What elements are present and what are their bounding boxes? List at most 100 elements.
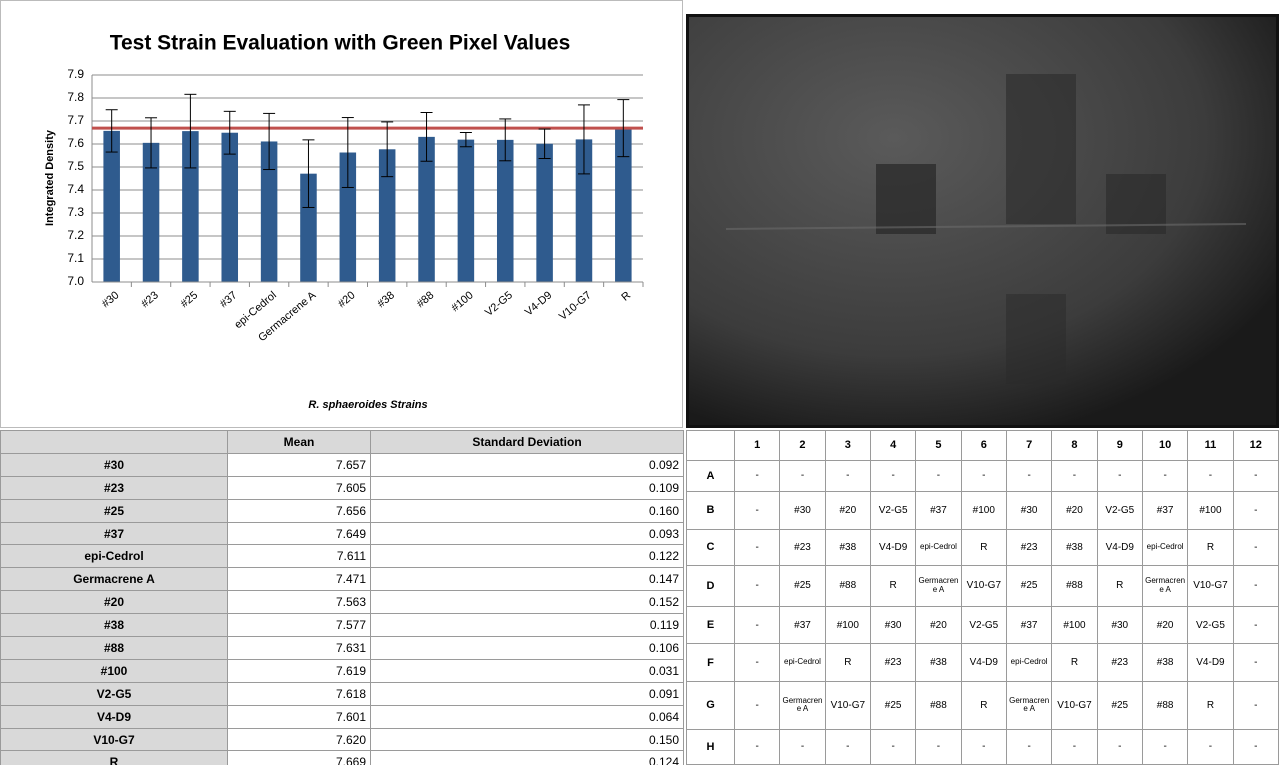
cell: - — [825, 729, 870, 764]
cell: V10-G7 — [825, 682, 870, 730]
cell: epi-Cedrol — [1006, 644, 1051, 682]
row-label: Germacrene A — [1, 568, 228, 591]
cell: - — [1233, 729, 1278, 764]
cell: 0.093 — [371, 522, 684, 545]
cell: 0.109 — [371, 476, 684, 499]
row-label: #23 — [1, 476, 228, 499]
row-label: epi-Cedrol — [1, 545, 228, 568]
cell: - — [735, 529, 780, 565]
table-row: #377.6490.093 — [1, 522, 684, 545]
cell: - — [1233, 682, 1278, 730]
cell: - — [870, 729, 915, 764]
table-row: E-#37#100#30#20V2-G5#37#100#30#20V2-G5- — [687, 606, 1279, 644]
cell: 0.124 — [371, 751, 684, 765]
cell: #20 — [825, 491, 870, 529]
cell: - — [735, 644, 780, 682]
column-header: 10 — [1142, 431, 1187, 461]
cell: 7.605 — [228, 476, 371, 499]
table-row: F-epi-CedrolR#23#38V4-D9epi-CedrolR#23#3… — [687, 644, 1279, 682]
cell: - — [1233, 461, 1278, 492]
row-label: F — [687, 644, 735, 682]
table-row: B-#30#20V2-G5#37#100#30#20V2-G5#37#100- — [687, 491, 1279, 529]
cell: 0.122 — [371, 545, 684, 568]
y-axis-title: Integrated Density — [44, 129, 56, 226]
table-row: #307.6570.092 — [1, 453, 684, 476]
cell: 0.119 — [371, 614, 684, 637]
table-row: V10-G77.6200.150 — [1, 728, 684, 751]
cell: #20 — [916, 606, 961, 644]
y-tick-label: 7.0 — [67, 274, 84, 288]
y-tick-label: 7.1 — [67, 251, 84, 265]
cell: - — [780, 729, 825, 764]
cell: - — [825, 461, 870, 492]
cell: - — [870, 461, 915, 492]
row-label: V4-D9 — [1, 705, 228, 728]
cell: - — [1233, 491, 1278, 529]
photo-spot — [1006, 294, 1066, 384]
cell: 0.150 — [371, 728, 684, 751]
cell: #23 — [1006, 529, 1051, 565]
cell: R — [1188, 682, 1233, 730]
cell: Germacrene A — [1006, 682, 1051, 730]
cell: 7.649 — [228, 522, 371, 545]
stats-table: MeanStandard Deviation #307.6570.092#237… — [0, 430, 684, 765]
cell: - — [735, 682, 780, 730]
cell: 7.601 — [228, 705, 371, 728]
cell: - — [1142, 461, 1187, 492]
cell: - — [1097, 729, 1142, 764]
column-header: Standard Deviation — [371, 431, 684, 454]
table-row: #387.5770.119 — [1, 614, 684, 637]
cell: V4-D9 — [1097, 529, 1142, 565]
cell: R — [1097, 565, 1142, 606]
table-row: R7.6690.124 — [1, 751, 684, 765]
y-tick-label: 7.7 — [67, 113, 84, 127]
y-tick-label: 7.9 — [67, 67, 84, 81]
cell: 7.563 — [228, 591, 371, 614]
cell: 0.152 — [371, 591, 684, 614]
cell: #100 — [961, 491, 1006, 529]
table-row: #257.6560.160 — [1, 499, 684, 522]
cell: R — [1188, 529, 1233, 565]
row-label: #30 — [1, 453, 228, 476]
row-label: #37 — [1, 522, 228, 545]
cell: epi-Cedrol — [916, 529, 961, 565]
cell: #88 — [1142, 682, 1187, 730]
cell: #23 — [1097, 644, 1142, 682]
row-label: #88 — [1, 637, 228, 660]
cell: V2-G5 — [870, 491, 915, 529]
corner-cell — [687, 431, 735, 461]
cell: 0.147 — [371, 568, 684, 591]
cell: #100 — [1188, 491, 1233, 529]
y-tick-label: 7.5 — [67, 159, 84, 173]
y-tick-label: 7.6 — [67, 136, 84, 150]
cell: #23 — [870, 644, 915, 682]
photo-background — [686, 14, 1279, 428]
cell: #25 — [870, 682, 915, 730]
table-row: #887.6310.106 — [1, 637, 684, 660]
cell: 0.064 — [371, 705, 684, 728]
cell: - — [1188, 461, 1233, 492]
row-label: A — [687, 461, 735, 492]
bar — [536, 144, 553, 282]
cell: V10-G7 — [1052, 682, 1097, 730]
cell: 0.160 — [371, 499, 684, 522]
column-header: Mean — [228, 431, 371, 454]
cell: #38 — [1052, 529, 1097, 565]
cell: R — [870, 565, 915, 606]
cell: V4-D9 — [870, 529, 915, 565]
column-header: 7 — [1006, 431, 1051, 461]
bar — [458, 140, 475, 282]
cell: - — [916, 729, 961, 764]
row-label: V2-G5 — [1, 682, 228, 705]
table-row: epi-Cedrol7.6110.122 — [1, 545, 684, 568]
cell: #30 — [780, 491, 825, 529]
cell: 7.656 — [228, 499, 371, 522]
y-tick-label: 7.3 — [67, 205, 84, 219]
corner-cell — [1, 431, 228, 454]
table-row: #1007.6190.031 — [1, 659, 684, 682]
table-row: V4-D97.6010.064 — [1, 705, 684, 728]
table-row: #207.5630.152 — [1, 591, 684, 614]
row-label: R — [1, 751, 228, 765]
cell: #25 — [1006, 565, 1051, 606]
cell: 7.620 — [228, 728, 371, 751]
